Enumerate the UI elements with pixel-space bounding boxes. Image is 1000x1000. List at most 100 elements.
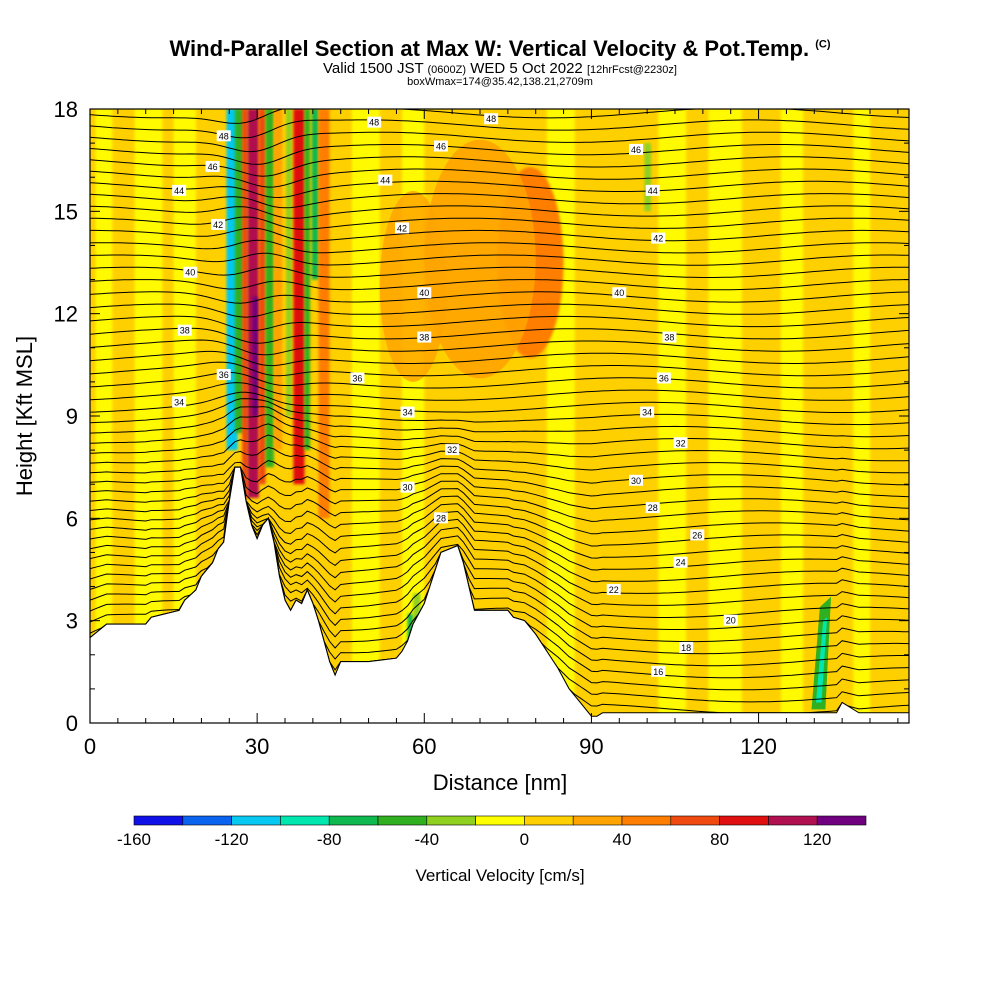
- isentrope-line: [90, 193, 909, 209]
- isentrope-label: 46: [629, 143, 643, 155]
- weak-sink-band: [853, 109, 870, 723]
- y-tick-label: 6: [66, 506, 78, 531]
- isentrope-label-bg: [656, 372, 671, 384]
- isentrope-label-text: 38: [664, 333, 674, 343]
- isentrope-line: [90, 466, 909, 522]
- colorbar-tick-label: 80: [710, 830, 729, 849]
- isentrope-label-text: 42: [397, 223, 407, 233]
- valid-time: Valid 1500 JST: [323, 60, 424, 77]
- isentrope-label-text: 36: [352, 373, 362, 383]
- isentrope-label-bg: [367, 116, 382, 128]
- isentrope-label-text: 44: [648, 186, 658, 196]
- weak-sink-band: [658, 109, 687, 723]
- isentrope-label-text: 46: [631, 145, 641, 155]
- box-wmax-info: boxWmax=174@35.42,138.21,2709m: [407, 76, 593, 88]
- isentrope-label-text: 20: [726, 616, 736, 626]
- isentrope-label-text: 40: [614, 288, 624, 298]
- isentrope-line: [90, 459, 909, 498]
- isentrope-label-bg: [640, 406, 655, 418]
- x-tick-label: 30: [245, 734, 269, 759]
- colorbar-swatch: [621, 815, 672, 826]
- isentrope-line: [90, 205, 909, 219]
- y-tick-label: 9: [66, 404, 78, 429]
- isentrope-label: 18: [679, 641, 694, 653]
- isentrope-line: [90, 466, 909, 559]
- isentrope-line: [90, 266, 909, 278]
- isentrope-label-bg: [211, 218, 226, 230]
- colorbar-tick-label: -40: [415, 830, 440, 849]
- y-axis-title: Height [Kft MSL]: [12, 336, 37, 496]
- isentrope-label-bg: [172, 396, 187, 408]
- isentrope-line: [90, 239, 909, 254]
- isentrope-label-text: 48: [219, 131, 229, 141]
- isentrope-line: [90, 434, 909, 474]
- isentrope-line: [90, 466, 909, 571]
- valid-utc: (0600Z): [427, 64, 467, 76]
- isentrope-line: [90, 361, 909, 377]
- vertical-velocity-field: [95, 109, 870, 723]
- isentrope-line: [90, 77, 909, 94]
- isentrope-label: 36: [656, 372, 671, 384]
- colorbar-swatch: [475, 815, 525, 826]
- y-tick-label: 12: [54, 302, 78, 327]
- isentrope-line: [90, 252, 909, 266]
- isentrope-label-bg: [612, 287, 627, 299]
- w-column: [311, 109, 319, 280]
- x-tick-label: 120: [740, 734, 777, 759]
- w-column: [273, 109, 283, 451]
- isentrope-label-bg: [216, 369, 231, 381]
- isentrope-label: 46: [205, 160, 220, 172]
- isentrope-label-bg: [662, 331, 677, 343]
- isentrope-label: 34: [400, 406, 415, 418]
- isentrope-label-text: 42: [213, 220, 223, 230]
- w-column: [286, 109, 292, 416]
- copyright-mark: (C): [815, 38, 831, 51]
- valid-time-line: Valid 1500 JST (0600Z) WED 5 Oct 2022 [1…: [0, 60, 1000, 77]
- isentrope-label-text: 34: [642, 408, 652, 418]
- isentrope-line: [90, 350, 909, 367]
- colorbar-tick-label: -160: [117, 830, 151, 849]
- y-tick-label: 15: [54, 199, 78, 224]
- isentrope-line: [222, 109, 231, 110]
- y-tick-label: 0: [66, 711, 78, 736]
- weak-sink-band: [95, 109, 113, 723]
- w-column: [234, 109, 244, 434]
- w-column: [304, 109, 311, 451]
- w-column: [407, 613, 414, 645]
- isentrope-label-text: 48: [486, 114, 496, 124]
- isentrope-label-text: 40: [185, 268, 195, 278]
- isentrope-label-bg: [484, 113, 499, 125]
- x-tick-label: 90: [579, 734, 603, 759]
- isentrope-line: [90, 227, 909, 242]
- x-axis-title: Distance [nm]: [433, 770, 568, 795]
- isentrope-line: [90, 391, 909, 413]
- isentrope-label-bg: [172, 184, 187, 196]
- isentrope-line: [90, 423, 909, 462]
- isentrope-label-bg: [417, 331, 432, 343]
- colorbar-swatch: [280, 815, 330, 826]
- isentrope-label: 48: [216, 130, 231, 142]
- isentrope-label-text: 22: [609, 585, 619, 595]
- colorbar-swatch: [133, 815, 184, 826]
- isentrope-label-text: 30: [631, 476, 641, 486]
- isentrope-label-bg: [645, 502, 660, 514]
- isentrope-line: [90, 382, 909, 401]
- isentrope-label-bg: [400, 481, 415, 493]
- isentrope-label: 28: [434, 512, 448, 524]
- forecast-init: [12hrFcst@2230z]: [586, 64, 677, 76]
- isentrope-label-bg: [673, 437, 688, 449]
- colorbar-swatch: [572, 815, 623, 826]
- isentrope-label: 46: [434, 140, 448, 152]
- isentrope-label: 30: [400, 481, 415, 493]
- isentrope-label-bg: [395, 222, 409, 234]
- isentrope-label: 44: [172, 184, 187, 196]
- isentrope-label-bg: [434, 140, 448, 152]
- colorbar-tick-label: 40: [613, 830, 632, 849]
- isentrope-label: 38: [662, 331, 677, 343]
- isentrope-label: 42: [395, 222, 409, 234]
- isentrope-line: [90, 339, 909, 356]
- isentrope-label: 48: [484, 113, 499, 125]
- x-tick-label: 0: [84, 734, 96, 759]
- isentrope-label-text: 46: [208, 162, 218, 172]
